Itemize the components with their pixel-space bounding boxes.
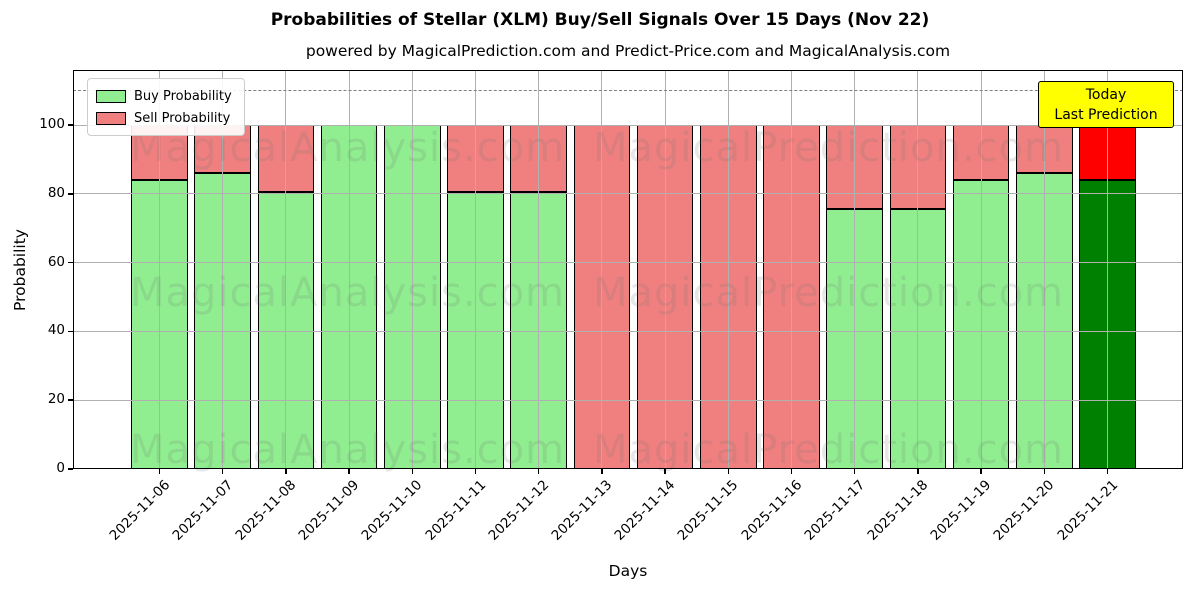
- annotation-line2: Last Prediction: [1054, 106, 1158, 123]
- vertical-gridline: [285, 70, 287, 469]
- y-tick-label: 80: [47, 184, 65, 201]
- chart-title: Probabilities of Stellar (XLM) Buy/Sell …: [270, 10, 930, 30]
- legend-item-buy: Buy Probability: [96, 85, 236, 107]
- x-tick-mark: [790, 469, 793, 474]
- vertical-gridline: [348, 70, 350, 469]
- y-tick-mark: [68, 261, 73, 264]
- buy-probability-swatch: [96, 89, 126, 103]
- legend-label-sell: Sell Probability: [134, 110, 231, 126]
- sell-probability-swatch: [96, 111, 126, 125]
- legend-label-buy: Buy Probability: [134, 88, 232, 104]
- x-tick-mark: [1043, 469, 1046, 474]
- x-tick-mark: [1106, 469, 1109, 474]
- today-last-prediction-annotation: Today Last Prediction: [1038, 81, 1174, 128]
- x-tick-mark: [664, 469, 666, 474]
- y-tick-mark: [68, 468, 73, 470]
- x-tick-mark: [348, 469, 350, 474]
- vertical-gridline: [917, 70, 919, 469]
- x-tick-mark: [158, 469, 161, 474]
- y-tick-mark: [68, 124, 73, 126]
- vertical-gridline: [664, 70, 666, 469]
- reference-dashed-line: [73, 89, 1183, 91]
- vertical-gridline: [854, 70, 856, 469]
- vertical-gridline: [980, 70, 982, 469]
- legend: Buy Probability Sell Probability: [87, 78, 245, 136]
- x-tick-mark: [917, 469, 919, 474]
- vertical-gridline: [601, 70, 603, 469]
- y-tick-label: 100: [39, 116, 65, 133]
- vertical-gridline: [791, 70, 792, 469]
- vertical-gridline: [159, 70, 160, 469]
- x-axis-label: Days: [608, 562, 648, 580]
- annotation-line1: Today: [1085, 86, 1127, 103]
- horizontal-gridline: [73, 262, 1183, 264]
- x-tick-mark: [601, 469, 603, 474]
- vertical-gridline: [1107, 70, 1108, 469]
- vertical-gridline: [538, 70, 540, 469]
- y-tick-mark: [68, 330, 73, 333]
- x-tick-mark: [411, 469, 414, 474]
- y-tick-mark: [68, 193, 73, 195]
- y-axis-label: Probability: [11, 229, 29, 311]
- legend-item-sell: Sell Probability: [96, 107, 236, 129]
- vertical-gridline: [727, 70, 729, 469]
- x-tick-mark: [980, 469, 982, 474]
- vertical-gridline: [1043, 70, 1045, 469]
- y-tick-label: 0: [56, 460, 65, 476]
- chart-subtitle: powered by MagicalPrediction.com and Pre…: [305, 42, 951, 60]
- x-tick-mark: [853, 469, 856, 474]
- x-tick-mark: [221, 469, 224, 474]
- horizontal-gridline: [73, 399, 1183, 401]
- y-tick-mark: [68, 399, 73, 401]
- vertical-gridline: [475, 70, 476, 469]
- x-tick-mark: [474, 469, 477, 474]
- horizontal-gridline: [73, 330, 1183, 332]
- y-tick-label: 60: [47, 253, 65, 270]
- horizontal-gridline: [73, 124, 1183, 126]
- vertical-gridline: [222, 70, 224, 469]
- y-tick-label: 20: [47, 391, 65, 408]
- vertical-gridline: [411, 70, 413, 469]
- x-tick-mark: [537, 469, 540, 474]
- y-tick-label: 40: [47, 322, 65, 339]
- x-tick-mark: [727, 469, 730, 474]
- x-tick-mark: [285, 469, 287, 474]
- horizontal-gridline: [73, 193, 1183, 195]
